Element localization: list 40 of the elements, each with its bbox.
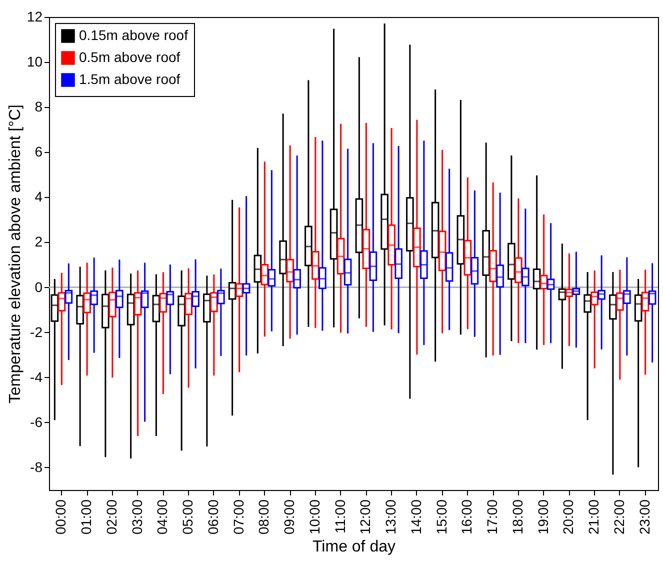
y-tick-label: 8 bbox=[34, 98, 43, 115]
x-tick-label: 10:00 bbox=[306, 499, 322, 535]
y-tick-label: 12 bbox=[26, 8, 43, 24]
x-axis-title: Time of day bbox=[312, 538, 396, 556]
x-tick-label: 15:00 bbox=[433, 499, 450, 535]
legend-label: 1.5m above roof bbox=[79, 71, 180, 87]
x-tick-label: 09:00 bbox=[281, 499, 298, 535]
x-tick-label: 14:00 bbox=[408, 499, 424, 535]
x-tick-label: 13:00 bbox=[382, 499, 399, 535]
legend-label: 0.15m above roof bbox=[79, 27, 188, 43]
x-tick-label: 21:00 bbox=[586, 499, 602, 535]
y-tick-label: 6 bbox=[34, 144, 43, 160]
x-tick-label: 19:00 bbox=[534, 499, 551, 535]
x-tick-label: 12:00 bbox=[357, 499, 374, 535]
legend-label: 0.5m above roof bbox=[79, 49, 180, 65]
x-tick-label: 08:00 bbox=[256, 499, 272, 535]
x-tick-label: 01:00 bbox=[78, 499, 94, 535]
x-tick-label: 23:00 bbox=[636, 499, 652, 535]
x-tick-label: 20:00 bbox=[560, 499, 576, 535]
x-tick-label: 05:00 bbox=[180, 499, 196, 535]
x-tick-label: 03:00 bbox=[128, 499, 145, 535]
y-axis-title: Temperature elevation above ambient [°C] bbox=[6, 104, 24, 404]
y-tick-label: -4 bbox=[30, 368, 43, 385]
x-tick-label: 16:00 bbox=[458, 499, 475, 535]
x-tick-label: 04:00 bbox=[154, 499, 170, 535]
y-tick-label: 10 bbox=[26, 54, 43, 70]
x-tick-label: 02:00 bbox=[103, 499, 120, 535]
y-tick-label: -2 bbox=[30, 324, 43, 340]
x-tick-label: 11:00 bbox=[332, 499, 348, 534]
x-tick-label: 22:00 bbox=[610, 499, 627, 535]
y-tick-label: 0 bbox=[34, 278, 43, 295]
x-tick-label: 00:00 bbox=[52, 499, 69, 535]
y-tick-label: 4 bbox=[34, 188, 43, 205]
y-tick-label: -6 bbox=[30, 414, 43, 430]
x-tick-label: 17:00 bbox=[484, 499, 500, 535]
x-tick-label: 18:00 bbox=[509, 499, 526, 535]
y-tick-label: 2 bbox=[34, 234, 43, 250]
x-tick-label: 06:00 bbox=[204, 499, 221, 535]
x-tick-label: 07:00 bbox=[230, 499, 246, 535]
y-tick-label: -8 bbox=[30, 458, 43, 475]
